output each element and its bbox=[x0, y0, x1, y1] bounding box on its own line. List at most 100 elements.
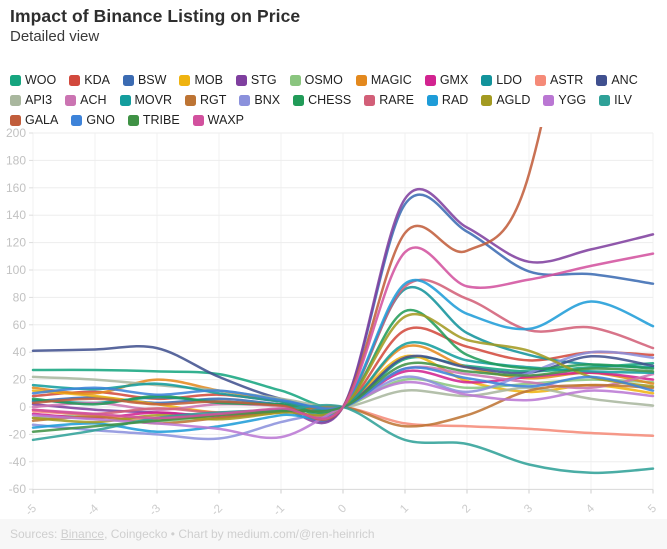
x-axis-label: -3 bbox=[147, 503, 163, 519]
series-line-RAD[interactable] bbox=[31, 278, 655, 433]
legend-label: ILV bbox=[614, 93, 633, 107]
legend-item-GNO: GNO bbox=[71, 113, 115, 127]
vertical-gridlines bbox=[32, 133, 654, 490]
x-axis-label: 3 bbox=[522, 503, 535, 516]
legend-item-RGT: RGT bbox=[185, 93, 226, 107]
legend-swatch-OSMO bbox=[289, 74, 301, 86]
legend-label: LDO bbox=[496, 73, 522, 87]
legend-label: WOO bbox=[25, 73, 57, 87]
legend-label: ANC bbox=[611, 73, 638, 87]
legend-swatch-MAGIC bbox=[355, 74, 367, 86]
legend-label: WAXP bbox=[207, 113, 245, 127]
y-axis-label: 140 bbox=[6, 208, 26, 222]
series-line-ILV[interactable] bbox=[31, 403, 655, 475]
legend-label: RGT bbox=[200, 93, 227, 107]
legend-swatch-RARE bbox=[364, 94, 376, 106]
legend-item-LDO: LDO bbox=[481, 73, 522, 87]
legend-item-MAGIC: MAGIC bbox=[355, 73, 412, 87]
legend-swatch-KDA bbox=[69, 74, 81, 86]
chart-subtitle: Detailed view bbox=[10, 28, 100, 45]
y-axis-label: 20 bbox=[13, 373, 27, 387]
legend-label: KDA bbox=[84, 73, 110, 87]
legend-swatch-GNO bbox=[71, 114, 83, 126]
y-axis-label: 100 bbox=[6, 263, 26, 277]
y-axis-label: 40 bbox=[13, 345, 27, 359]
legend-swatch-WOO bbox=[10, 74, 21, 86]
legend-label: AGLD bbox=[496, 93, 531, 107]
legend-swatch-GMX bbox=[424, 74, 436, 86]
y-axis-label: 120 bbox=[6, 236, 26, 250]
legend-item-API3: API3 bbox=[10, 93, 52, 107]
legend-label: API3 bbox=[25, 93, 53, 107]
binance-link[interactable]: Binance bbox=[60, 527, 105, 541]
y-axis-label: 60 bbox=[13, 318, 27, 332]
legend-swatch-RAD bbox=[426, 94, 438, 106]
legend-label: MAGIC bbox=[370, 73, 412, 87]
legend-item-WOO: WOO bbox=[10, 73, 56, 87]
legend-label: GALA bbox=[25, 113, 59, 127]
legend: WOO KDA BSW MOB STG OSMO MAGIC GMX LDO ASTR ANC API… bbox=[10, 73, 661, 127]
y-axis-label: 0 bbox=[19, 400, 26, 414]
legend-swatch-TRIBE bbox=[127, 114, 139, 126]
legend-item-BNX: BNX bbox=[239, 93, 280, 107]
legend-label: MOB bbox=[194, 73, 223, 87]
legend-label: CHESS bbox=[308, 93, 352, 107]
y-axis-label: 180 bbox=[6, 153, 26, 167]
legend-swatch-STG bbox=[235, 74, 247, 86]
x-axis-label: -5 bbox=[23, 503, 39, 519]
legend-item-ANC: ANC bbox=[596, 73, 638, 87]
legend-label: ASTR bbox=[550, 73, 584, 87]
y-axis-label: 80 bbox=[13, 290, 27, 304]
legend-swatch-GALA bbox=[10, 114, 21, 126]
legend-item-RAD: RAD bbox=[426, 93, 469, 107]
legend-item-AGLD: AGLD bbox=[481, 93, 530, 107]
legend-item-YGG: YGG bbox=[543, 93, 586, 107]
legend-label: TRIBE bbox=[142, 113, 180, 127]
legend-item-TRIBE: TRIBE bbox=[127, 113, 180, 127]
legend-label: STG bbox=[250, 73, 277, 87]
legend-item-GALA: GALA bbox=[10, 113, 58, 127]
legend-item-RARE: RARE bbox=[364, 93, 414, 107]
legend-item-ASTR: ASTR bbox=[535, 73, 583, 87]
legend-swatch-CHESS bbox=[293, 94, 305, 106]
legend-swatch-LDO bbox=[481, 74, 493, 86]
x-axis-label: -4 bbox=[85, 502, 101, 518]
legend-swatch-ACH bbox=[65, 94, 77, 106]
x-axis-label: 0 bbox=[336, 503, 349, 516]
legend-swatch-YGG bbox=[543, 94, 555, 106]
legend-swatch-BNX bbox=[239, 94, 251, 106]
series-line-GALA[interactable] bbox=[31, 0, 653, 421]
legend-item-BSW: BSW bbox=[122, 73, 166, 87]
footer-sources-rest: , Coingecko • Chart by medium.com/@ren-h… bbox=[104, 527, 375, 541]
legend-label: GMX bbox=[439, 73, 469, 87]
x-axis-label: 5 bbox=[646, 503, 659, 516]
legend-label: YGG bbox=[558, 93, 587, 107]
legend-label: MOVR bbox=[134, 93, 173, 107]
legend-swatch-RGT bbox=[185, 94, 197, 106]
footer-sources-prefix: Sources: bbox=[10, 527, 61, 541]
y-axis-label: 200 bbox=[6, 126, 26, 140]
legend-item-STG: STG bbox=[235, 73, 277, 87]
legend-swatch-MOVR bbox=[119, 94, 131, 106]
legend-item-GMX: GMX bbox=[424, 73, 469, 87]
footer: Sources: Binance, Coingecko • Chart by m… bbox=[0, 519, 667, 549]
legend-label: ACH bbox=[80, 93, 107, 107]
series-line-WAXP[interactable] bbox=[31, 246, 655, 420]
legend-item-ACH: ACH bbox=[65, 93, 107, 107]
x-axis-label: 2 bbox=[460, 503, 473, 516]
legend-swatch-ASTR bbox=[535, 74, 546, 86]
legend-swatch-ANC bbox=[596, 74, 608, 86]
y-axis-label: -60 bbox=[9, 482, 27, 496]
legend-label: GNO bbox=[86, 113, 115, 127]
legend-label: RAD bbox=[441, 93, 469, 107]
legend-swatch-ILV bbox=[599, 94, 611, 106]
x-axis-label: 1 bbox=[398, 503, 411, 516]
series-line-AGLD[interactable] bbox=[31, 313, 655, 424]
legend-label: OSMO bbox=[304, 73, 343, 87]
legend-swatch-AGLD bbox=[481, 94, 493, 106]
x-axis-label: -1 bbox=[271, 503, 287, 519]
x-axis-label: 4 bbox=[584, 502, 597, 515]
x-axis-label: -2 bbox=[209, 503, 225, 519]
